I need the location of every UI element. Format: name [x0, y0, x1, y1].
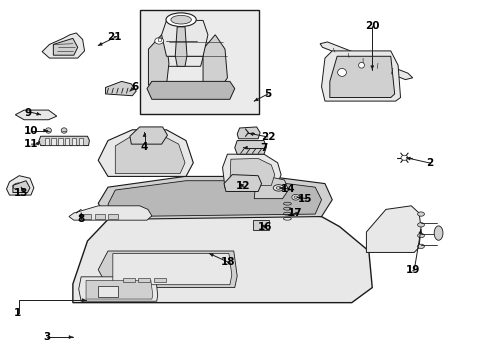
Polygon shape — [98, 130, 193, 176]
Polygon shape — [13, 181, 30, 193]
Text: 4: 4 — [141, 142, 148, 152]
Polygon shape — [98, 176, 331, 220]
Text: 22: 22 — [260, 132, 275, 142]
Polygon shape — [130, 127, 167, 144]
Ellipse shape — [400, 155, 407, 160]
FancyBboxPatch shape — [253, 220, 268, 230]
Polygon shape — [320, 42, 412, 80]
Text: 13: 13 — [14, 188, 28, 198]
FancyBboxPatch shape — [140, 10, 259, 114]
Text: 2: 2 — [426, 158, 432, 168]
Polygon shape — [222, 154, 281, 188]
Ellipse shape — [358, 62, 364, 68]
Text: 10: 10 — [24, 126, 39, 135]
Polygon shape — [224, 175, 261, 192]
Polygon shape — [366, 206, 420, 252]
Text: 11: 11 — [24, 139, 39, 149]
Polygon shape — [53, 39, 78, 55]
Polygon shape — [203, 35, 227, 92]
Text: 7: 7 — [260, 143, 267, 153]
Polygon shape — [122, 278, 135, 282]
Ellipse shape — [155, 38, 163, 44]
Ellipse shape — [417, 244, 424, 248]
Polygon shape — [95, 214, 104, 219]
Text: 14: 14 — [281, 184, 295, 194]
Polygon shape — [175, 27, 186, 66]
Ellipse shape — [45, 128, 51, 133]
Ellipse shape — [165, 13, 196, 27]
Polygon shape — [81, 214, 91, 219]
Polygon shape — [254, 176, 288, 199]
Text: 3: 3 — [43, 332, 51, 342]
Ellipse shape — [291, 194, 299, 200]
Polygon shape — [229, 158, 274, 185]
Polygon shape — [86, 280, 153, 299]
Polygon shape — [15, 110, 57, 120]
Ellipse shape — [337, 68, 346, 76]
Polygon shape — [58, 138, 62, 145]
Polygon shape — [147, 81, 234, 99]
Ellipse shape — [433, 226, 442, 240]
Ellipse shape — [276, 186, 281, 189]
Polygon shape — [154, 278, 165, 282]
Ellipse shape — [417, 223, 424, 227]
Ellipse shape — [61, 128, 67, 133]
Polygon shape — [72, 138, 76, 145]
Ellipse shape — [273, 185, 284, 191]
Polygon shape — [73, 211, 371, 303]
Polygon shape — [105, 81, 136, 96]
Text: 18: 18 — [220, 257, 235, 267]
Polygon shape — [321, 51, 400, 101]
Polygon shape — [108, 214, 118, 219]
Polygon shape — [65, 138, 69, 145]
Text: 15: 15 — [298, 194, 312, 204]
Polygon shape — [69, 206, 152, 220]
Text: 16: 16 — [257, 222, 272, 232]
Text: 9: 9 — [25, 108, 32, 118]
Text: 5: 5 — [264, 89, 271, 99]
Polygon shape — [44, 138, 49, 145]
Ellipse shape — [293, 196, 297, 198]
Ellipse shape — [417, 212, 424, 216]
Polygon shape — [329, 56, 394, 98]
Ellipse shape — [170, 15, 191, 24]
Polygon shape — [79, 138, 83, 145]
Text: D: D — [157, 39, 161, 43]
Text: 6: 6 — [131, 82, 138, 92]
Polygon shape — [158, 41, 204, 66]
Polygon shape — [237, 127, 260, 139]
Polygon shape — [6, 176, 34, 195]
Polygon shape — [98, 251, 237, 288]
Polygon shape — [39, 136, 89, 145]
Polygon shape — [148, 35, 168, 85]
Polygon shape — [115, 135, 184, 174]
Text: 1: 1 — [14, 308, 21, 318]
Ellipse shape — [417, 233, 424, 238]
Text: 8: 8 — [78, 215, 84, 224]
Text: 21: 21 — [107, 32, 122, 41]
Polygon shape — [42, 33, 84, 58]
Text: 20: 20 — [364, 21, 379, 31]
Text: 17: 17 — [287, 208, 302, 218]
Polygon shape — [79, 277, 158, 301]
Polygon shape — [113, 253, 231, 285]
Text: 12: 12 — [236, 181, 250, 192]
Polygon shape — [51, 138, 56, 145]
Polygon shape — [98, 286, 118, 297]
Polygon shape — [138, 278, 150, 282]
Polygon shape — [108, 181, 321, 217]
Polygon shape — [234, 140, 266, 154]
Text: 19: 19 — [405, 265, 419, 275]
Polygon shape — [161, 21, 207, 56]
